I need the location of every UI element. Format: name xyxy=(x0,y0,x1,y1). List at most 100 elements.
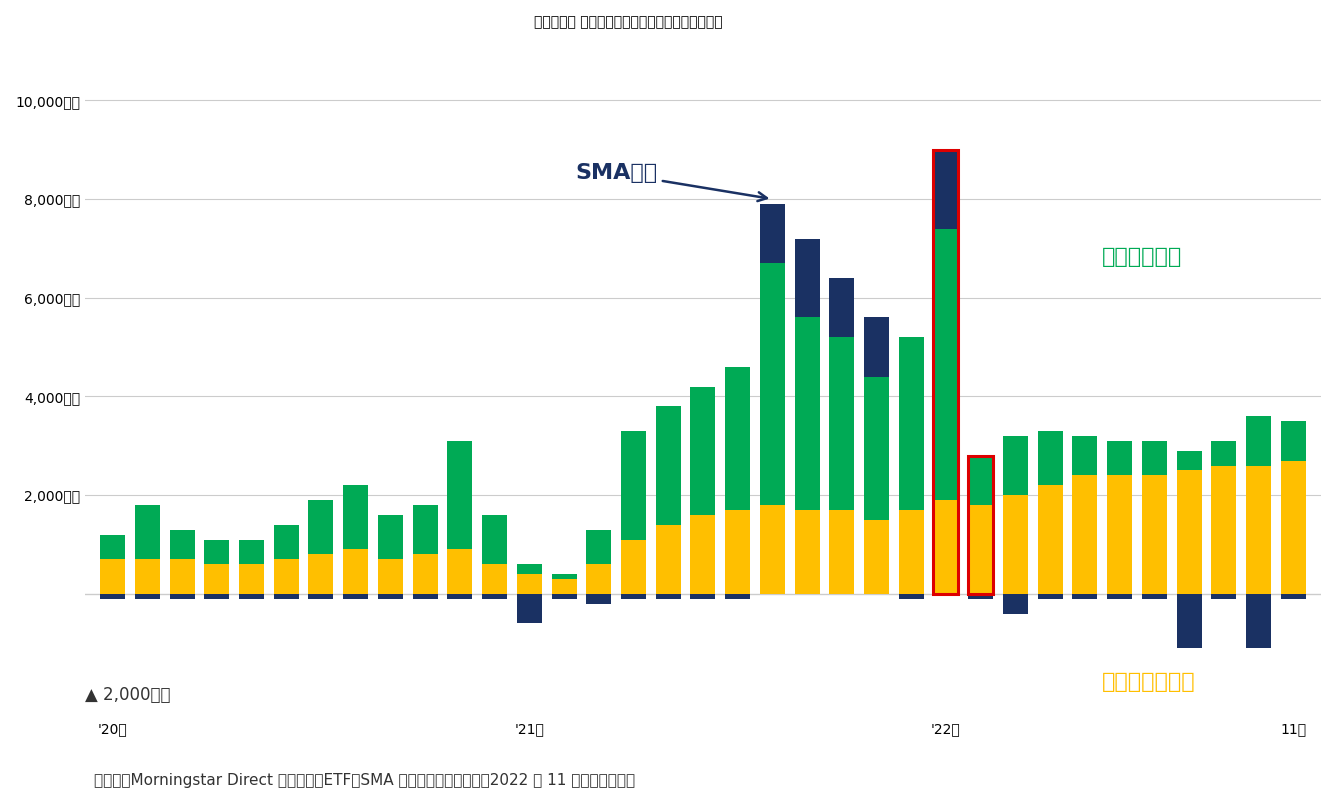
Bar xyxy=(309,555,334,594)
Bar xyxy=(1003,594,1027,614)
Bar xyxy=(1003,436,1027,495)
Bar xyxy=(378,515,403,559)
Bar xyxy=(969,455,993,505)
Bar xyxy=(378,594,403,598)
Bar xyxy=(1177,471,1201,594)
Bar xyxy=(343,485,369,550)
Text: （資料）Morningstar Direct より作成。ETF、SMA 専用ファンドは除く。2022 年 11 月のみ推計値。: （資料）Morningstar Direct より作成。ETF、SMA 専用ファ… xyxy=(94,773,635,788)
Bar xyxy=(795,239,819,317)
Bar xyxy=(1281,421,1305,460)
Bar xyxy=(760,505,784,594)
Bar xyxy=(621,539,647,594)
Bar xyxy=(1246,416,1271,466)
Bar xyxy=(899,337,923,510)
Bar xyxy=(1108,441,1132,475)
Bar xyxy=(309,594,334,598)
Bar xyxy=(100,535,126,559)
Bar xyxy=(1212,441,1236,466)
Bar xyxy=(448,441,473,550)
Bar xyxy=(621,431,647,539)
Bar xyxy=(1281,594,1305,598)
Text: インデックス型: インデックス型 xyxy=(1102,672,1196,692)
Bar xyxy=(517,594,542,623)
Bar xyxy=(100,559,126,594)
Bar xyxy=(725,594,749,598)
Bar xyxy=(691,594,716,598)
Bar xyxy=(934,500,958,594)
Bar xyxy=(1212,594,1236,598)
Bar xyxy=(830,337,854,510)
Bar xyxy=(899,594,923,598)
Bar xyxy=(413,594,438,598)
Bar xyxy=(587,530,612,564)
Bar xyxy=(482,594,508,598)
Bar xyxy=(552,574,577,579)
Bar xyxy=(899,510,923,594)
Bar xyxy=(587,594,612,604)
Bar xyxy=(170,594,195,598)
Text: SMA専用: SMA専用 xyxy=(574,163,767,201)
Bar xyxy=(274,559,299,594)
Bar xyxy=(517,574,542,594)
Bar xyxy=(204,539,230,564)
Bar xyxy=(795,317,819,510)
Text: ▲ 2,000億円: ▲ 2,000億円 xyxy=(86,686,171,704)
Bar xyxy=(1246,466,1271,594)
Bar xyxy=(969,455,993,594)
Bar xyxy=(969,594,993,598)
Bar xyxy=(1038,594,1062,598)
Bar xyxy=(1142,594,1166,598)
Bar xyxy=(274,594,299,598)
Bar xyxy=(170,530,195,559)
Bar xyxy=(204,594,230,598)
Bar xyxy=(1073,594,1097,598)
Bar xyxy=(448,594,473,598)
Bar xyxy=(552,594,577,598)
Bar xyxy=(1212,466,1236,594)
Bar xyxy=(274,525,299,559)
Bar xyxy=(343,550,369,594)
Bar xyxy=(864,376,888,520)
Bar xyxy=(135,594,160,598)
Bar xyxy=(691,515,716,594)
Bar xyxy=(482,515,508,564)
Bar xyxy=(343,594,369,598)
Bar xyxy=(135,559,160,594)
Bar xyxy=(448,550,473,594)
Title: 【図表２】 外国株式ファンドの資金流出入の推移: 【図表２】 外国株式ファンドの資金流出入の推移 xyxy=(534,15,723,29)
Bar xyxy=(621,594,647,598)
Bar xyxy=(656,594,681,598)
Bar xyxy=(482,564,508,594)
Bar xyxy=(1177,451,1201,471)
Bar xyxy=(934,149,958,594)
Bar xyxy=(170,559,195,594)
Bar xyxy=(725,510,749,594)
Bar xyxy=(656,525,681,594)
Bar xyxy=(309,500,334,555)
Bar xyxy=(760,263,784,505)
Bar xyxy=(1108,594,1132,598)
Bar xyxy=(239,594,265,598)
Bar xyxy=(239,539,265,564)
Bar xyxy=(1003,495,1027,594)
Bar xyxy=(378,559,403,594)
Bar xyxy=(830,278,854,337)
Bar xyxy=(1073,436,1097,475)
Bar xyxy=(969,505,993,594)
Bar xyxy=(1073,475,1097,594)
Bar xyxy=(135,505,160,559)
Bar xyxy=(656,407,681,525)
Bar xyxy=(830,510,854,594)
Bar xyxy=(1142,441,1166,475)
Bar xyxy=(587,564,612,594)
Bar xyxy=(204,564,230,594)
Bar xyxy=(1108,475,1132,594)
Bar xyxy=(1246,594,1271,648)
Bar xyxy=(1177,594,1201,648)
Bar xyxy=(760,204,784,263)
Bar xyxy=(934,229,958,500)
Bar xyxy=(934,149,958,229)
Bar xyxy=(795,510,819,594)
Bar xyxy=(864,520,888,594)
Bar xyxy=(1142,475,1166,594)
